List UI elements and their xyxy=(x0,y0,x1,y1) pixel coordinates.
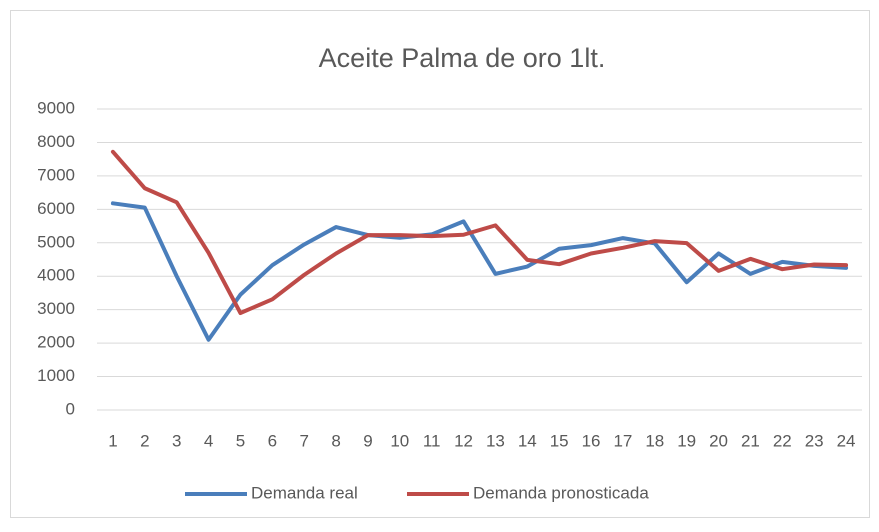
x-tick-label: 7 xyxy=(299,431,308,450)
legend-label: Demanda real xyxy=(251,483,358,502)
x-tick-label: 9 xyxy=(363,431,372,450)
y-tick-label: 7000 xyxy=(37,165,75,184)
x-tick-label: 23 xyxy=(805,431,824,450)
x-tick-label: 8 xyxy=(331,431,340,450)
legend-label: Demanda pronosticada xyxy=(473,483,649,502)
x-tick-label: 1 xyxy=(108,431,117,450)
x-tick-label: 18 xyxy=(645,431,664,450)
y-tick-label: 9000 xyxy=(37,98,75,117)
x-tick-label: 21 xyxy=(741,431,760,450)
x-tick-label: 12 xyxy=(454,431,473,450)
x-tick-label: 20 xyxy=(709,431,728,450)
x-tick-label: 13 xyxy=(486,431,505,450)
y-tick-label: 0 xyxy=(66,399,75,418)
x-tick-label: 22 xyxy=(773,431,792,450)
x-tick-label: 15 xyxy=(550,431,569,450)
y-tick-label: 8000 xyxy=(37,132,75,151)
data-line xyxy=(110,149,849,316)
y-tick-label: 5000 xyxy=(37,232,75,251)
x-tick-label: 14 xyxy=(518,431,537,450)
x-tick-label: 6 xyxy=(268,431,277,450)
x-tick-label: 10 xyxy=(390,431,409,450)
x-tick-label: 2 xyxy=(140,431,149,450)
y-tick-label: 1000 xyxy=(37,366,75,385)
y-tick-label: 4000 xyxy=(37,266,75,285)
x-tick-label: 19 xyxy=(677,431,696,450)
x-tick-label: 3 xyxy=(172,431,181,450)
x-tick-label: 11 xyxy=(423,431,441,450)
y-tick-label: 6000 xyxy=(37,199,75,218)
chart-title: Aceite Palma de oro 1lt. xyxy=(319,43,606,73)
x-tick-label: 5 xyxy=(236,431,245,450)
x-tick-label: 4 xyxy=(204,431,213,450)
y-tick-label: 3000 xyxy=(37,299,75,318)
x-tick-label: 24 xyxy=(837,431,856,450)
x-tick-label: 16 xyxy=(582,431,601,450)
y-tick-label: 2000 xyxy=(37,333,75,352)
chart-border xyxy=(10,10,870,518)
x-tick-label: 17 xyxy=(613,431,632,450)
